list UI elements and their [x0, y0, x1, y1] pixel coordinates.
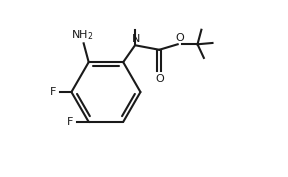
Text: F: F — [67, 117, 74, 127]
Text: N: N — [132, 34, 140, 44]
Text: F: F — [50, 87, 56, 97]
Text: O: O — [155, 74, 164, 84]
Text: NH$_2$: NH$_2$ — [71, 28, 94, 42]
Text: O: O — [176, 33, 185, 42]
